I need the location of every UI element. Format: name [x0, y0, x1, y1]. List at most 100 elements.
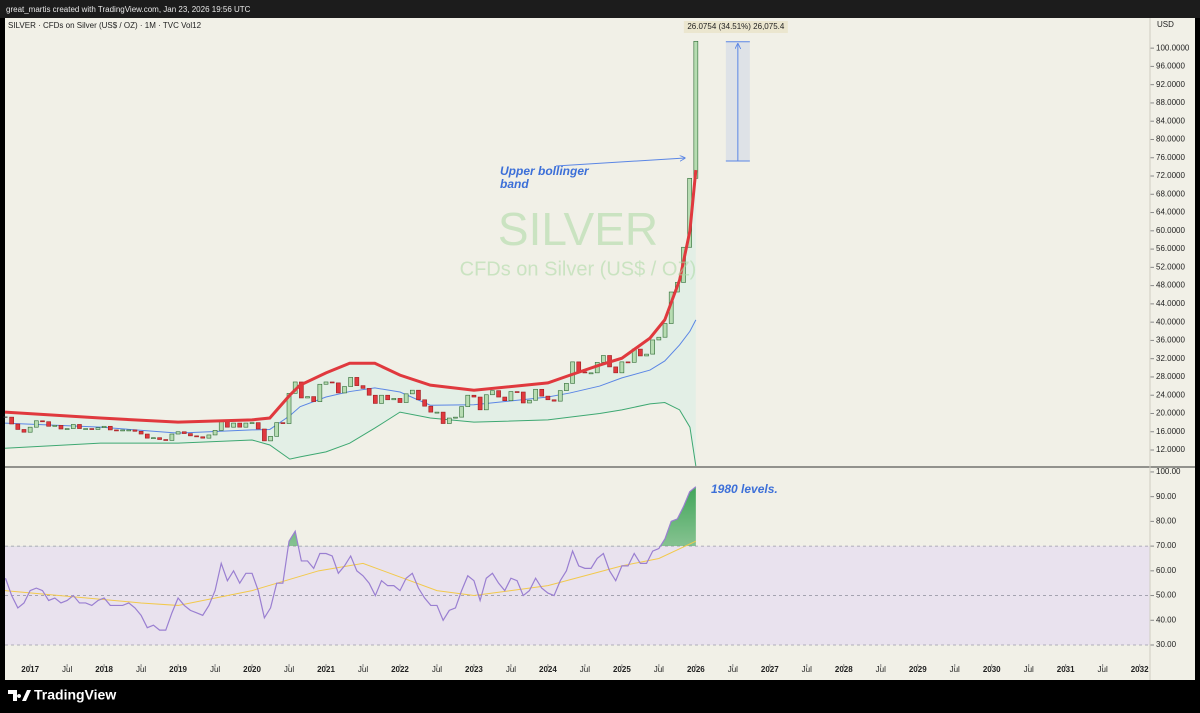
y-tick-label: 12.0000: [1156, 445, 1185, 454]
candle: [64, 428, 70, 430]
y-tick-label: 28.0000: [1156, 372, 1185, 381]
x-tick-label: 2029: [909, 665, 927, 674]
candle: [212, 430, 218, 436]
candle: [557, 390, 563, 402]
candle: [539, 388, 545, 397]
candle: [237, 422, 243, 428]
candle: [132, 429, 138, 432]
annotation: Upper bollinger: [500, 164, 590, 178]
candle: [101, 425, 107, 428]
candle: [483, 394, 489, 411]
candle: [58, 425, 64, 430]
candle: [613, 366, 619, 374]
candle: [502, 396, 508, 401]
candle: [194, 435, 199, 438]
candle: [46, 421, 51, 427]
x-tick-label: 2025: [613, 665, 631, 674]
candle: [268, 436, 273, 442]
y-tick-label: 16.0000: [1156, 427, 1185, 436]
candle: [650, 339, 655, 355]
y-tick-label: 88.0000: [1156, 98, 1185, 107]
candle: [391, 398, 397, 401]
last-label: 26.0754 (34.51%) 26,075.4: [687, 22, 785, 31]
candle: [625, 361, 631, 364]
x-tick-label: Jul: [506, 665, 516, 674]
candle: [107, 425, 113, 431]
candle: [286, 393, 292, 424]
x-tick-label: 2024: [539, 665, 557, 674]
candle: [385, 394, 390, 401]
candle: [299, 381, 304, 399]
candle: [422, 399, 427, 407]
candle: [416, 389, 421, 401]
candle: [588, 372, 594, 375]
candle: [601, 355, 606, 363]
candle: [120, 429, 125, 432]
candle: [348, 377, 353, 387]
candle: [52, 425, 58, 427]
candle: [9, 416, 14, 425]
footer-bar: [0, 680, 1200, 713]
candle: [34, 420, 39, 428]
y-tick-label: 72.0000: [1156, 171, 1185, 180]
candle: [169, 433, 175, 441]
candle: [379, 394, 384, 404]
y-tick-label: 52.0000: [1156, 262, 1185, 271]
x-tick-label: 2030: [983, 665, 1001, 674]
bollinger-line: [4, 319, 697, 434]
x-tick-label: 2032: [1131, 665, 1149, 674]
candle: [21, 429, 27, 433]
x-tick-label: Jul: [284, 665, 294, 674]
rsi-tick-label: 30.00: [1156, 640, 1177, 649]
candle: [373, 394, 378, 404]
rsi-line: [4, 486, 697, 631]
candle: [175, 431, 181, 435]
candle: [231, 422, 236, 428]
rsi-tick-label: 60.00: [1156, 566, 1177, 575]
y-tick-label: 60.0000: [1156, 226, 1185, 235]
candle: [477, 396, 483, 411]
candle: [249, 422, 255, 424]
candle: [656, 336, 662, 341]
candle: [366, 388, 372, 396]
y-tick-label: 48.0000: [1156, 281, 1185, 290]
candle: [490, 390, 495, 396]
candle: [188, 433, 193, 437]
x-tick-label: Jul: [136, 665, 146, 674]
y-tick-label: 32.0000: [1156, 354, 1185, 363]
candle: [151, 437, 156, 439]
x-tick-label: 2020: [243, 665, 261, 674]
candle: [243, 422, 249, 428]
candle: [619, 361, 625, 374]
logo-icon: [8, 690, 31, 701]
annotation: band: [500, 177, 529, 191]
x-tick-label: Jul: [62, 665, 72, 674]
annotation: 1980 levels.: [711, 482, 778, 496]
candle: [114, 429, 119, 432]
x-tick-label: 2017: [21, 665, 39, 674]
candle: [274, 422, 280, 437]
header-bar: [0, 0, 1200, 18]
rsi-tick-label: 70.00: [1156, 541, 1177, 550]
chart-title: SILVER · CFDs on Silver (US$ / OZ) · 1M …: [8, 21, 202, 30]
x-tick-label: Jul: [432, 665, 442, 674]
x-tick-label: 2027: [761, 665, 779, 674]
candle: [255, 422, 261, 430]
x-tick-label: Jul: [802, 665, 812, 674]
candle: [262, 428, 267, 442]
x-tick-label: 2026: [687, 665, 705, 674]
rsi-tick-label: 90.00: [1156, 492, 1177, 501]
x-tick-label: 2019: [169, 665, 187, 674]
candle: [40, 420, 45, 423]
rsi-tick-label: 40.00: [1156, 615, 1177, 624]
candle: [311, 396, 316, 402]
bollinger-line: [4, 402, 697, 467]
candle: [446, 417, 452, 424]
candle: [138, 430, 144, 435]
candle: [582, 371, 588, 374]
y-tick-label: 56.0000: [1156, 244, 1185, 253]
y-tick-label: 36.0000: [1156, 336, 1185, 345]
x-tick-label: Jul: [654, 665, 664, 674]
x-tick-label: Jul: [950, 665, 960, 674]
candle: [360, 385, 366, 389]
